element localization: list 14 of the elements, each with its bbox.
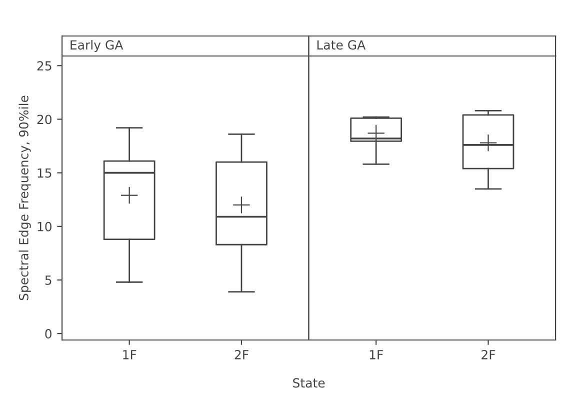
x-tick-label: 2F: [482, 350, 496, 360]
y-tick-label: 25: [37, 61, 52, 71]
y-tick-label: 20: [37, 114, 52, 124]
chart-title: Early GA: [70, 40, 124, 52]
y-tick-label: 15: [38, 168, 52, 178]
y-tick-label: 5: [45, 276, 52, 285]
y-tick-label: 0: [45, 329, 52, 338]
x-tick-label: 1F: [370, 350, 383, 360]
x-axis-title: State: [293, 378, 325, 388]
chart-title: Late GA: [317, 40, 366, 50]
y-axis-title: Spectral Edge Frequency, 90%ile: [18, 96, 31, 300]
x-tick-label: 1F: [123, 350, 136, 360]
x-tick-label: 2F: [234, 350, 248, 360]
y-tick-label: 10: [38, 222, 52, 232]
